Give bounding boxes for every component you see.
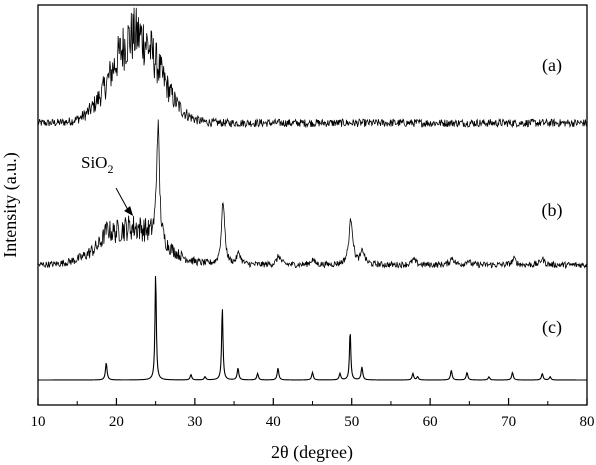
series-layer xyxy=(37,7,588,381)
sio2-annotation: SiO2 xyxy=(81,153,134,216)
annotation-arrowhead xyxy=(124,206,134,216)
series-label-1: (b) xyxy=(542,200,563,221)
annotation-arrow xyxy=(115,187,130,213)
series-labels: (a) (b) (c) xyxy=(542,55,563,338)
x-tick-label: 30 xyxy=(187,414,202,430)
y-axis-title: Intensity (a.u.) xyxy=(0,152,21,257)
series-line-2 xyxy=(38,276,587,381)
x-tick-label: 60 xyxy=(423,414,438,430)
x-axis-ticks: 10 20 30 40 50 60 70 80 xyxy=(31,398,595,430)
plot-frame xyxy=(37,4,588,406)
annotation-subscript: 2 xyxy=(107,162,113,176)
x-tick-label: 10 xyxy=(31,414,46,430)
x-tick-label: 40 xyxy=(266,414,281,430)
series-label-2: (c) xyxy=(542,317,562,338)
x-tick-label: 20 xyxy=(109,414,124,430)
series-line-1 xyxy=(37,119,588,270)
annotation-main: SiO xyxy=(81,153,107,172)
x-tick-label: 80 xyxy=(580,414,595,430)
x-tick-label: 50 xyxy=(344,414,359,430)
x-tick-label: 70 xyxy=(501,414,516,430)
x-axis-title: 2θ (degree) xyxy=(271,442,353,463)
series-line-0 xyxy=(37,7,588,129)
series-label-0: (a) xyxy=(542,55,562,76)
annotation-label: SiO2 xyxy=(81,153,113,176)
